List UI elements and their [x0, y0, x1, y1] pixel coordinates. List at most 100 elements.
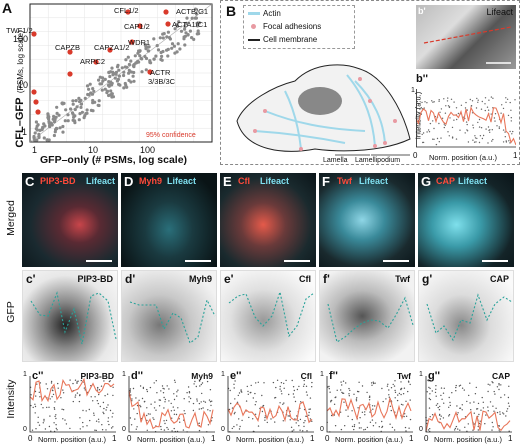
scatter-point	[167, 36, 172, 40]
intensity-point	[356, 390, 359, 393]
bpp-point	[488, 99, 490, 101]
bpp-point	[416, 100, 419, 103]
intensity-point	[101, 429, 104, 431]
intensity-point	[276, 379, 279, 381]
scatter-point	[51, 117, 55, 121]
intensity-point	[38, 424, 41, 426]
bpp-point	[485, 128, 487, 130]
intensity-point	[283, 387, 285, 389]
intensity-point	[49, 398, 51, 400]
intensity-point	[340, 428, 343, 431]
intensity-point	[83, 387, 86, 389]
scatter-point	[172, 44, 176, 48]
scatter-point	[98, 75, 102, 79]
intensity-point	[64, 419, 66, 421]
intensity-point	[506, 410, 508, 412]
intensity-point	[164, 422, 166, 425]
gfp-marker-label: CAP	[489, 274, 509, 284]
intensity-point	[171, 417, 173, 419]
intensity-point	[102, 401, 105, 404]
scatter-point	[184, 31, 188, 35]
merged-lifeact-label: Lifeact	[167, 176, 197, 186]
intensity-point	[378, 426, 380, 428]
bpp-point	[475, 141, 477, 143]
intensity-point	[495, 407, 497, 409]
intensity-point	[458, 385, 461, 387]
intensity-point	[359, 417, 361, 419]
intensity-point	[36, 383, 38, 385]
bpp-point	[475, 107, 478, 109]
scatter-point	[140, 70, 144, 74]
bpp-point	[440, 137, 442, 139]
intensity-point	[93, 412, 95, 414]
intensity-point	[200, 383, 202, 386]
intensity-point	[42, 407, 44, 409]
intensity-letter: e''	[230, 370, 242, 382]
intensity-point	[167, 428, 169, 430]
intensity-point	[400, 381, 402, 383]
intensity-point	[427, 429, 430, 431]
merged-image-d: D Myh9 Lifeact	[121, 173, 217, 267]
scatter-point	[107, 80, 111, 84]
intensity-point	[186, 392, 188, 394]
scatter-point	[118, 83, 122, 87]
bpp-point	[479, 135, 482, 137]
intensity-point	[390, 387, 393, 389]
intensity-point	[234, 411, 236, 414]
scatter-point	[96, 103, 100, 107]
intensity-point	[353, 393, 355, 395]
intensity-point	[372, 381, 374, 383]
bpp-point	[471, 100, 474, 102]
cell-schematic	[236, 64, 411, 156]
scatter-point	[132, 65, 136, 69]
scatter-point	[100, 88, 104, 92]
intensity-point	[290, 426, 293, 428]
intensity-point	[467, 423, 469, 425]
intensity-point	[355, 400, 358, 402]
intensity-point	[480, 409, 482, 411]
bpp-point	[484, 97, 487, 99]
bpp-point	[477, 99, 479, 101]
intensity-point	[448, 415, 450, 417]
bpp-point	[419, 128, 421, 130]
intensity-marker-label: Cfl	[300, 371, 312, 381]
intensity-marker-label: CAP	[492, 371, 510, 381]
intensity-point	[403, 415, 405, 418]
inset-label: Lifeact	[486, 7, 513, 17]
bpp-point	[456, 118, 458, 121]
intensity-point	[439, 405, 441, 408]
gfp-letter: f'	[323, 272, 330, 286]
merged-image-g: G CAP Lifeact	[418, 173, 514, 267]
merged-letter: C	[25, 174, 35, 189]
intensity-point	[309, 397, 312, 399]
significant-point	[67, 49, 73, 55]
scatter-point	[178, 47, 182, 51]
intensity-point	[135, 397, 137, 399]
scatter-point	[105, 91, 109, 95]
intensity-point	[394, 391, 397, 394]
bpp-point	[441, 117, 444, 119]
x-axis-label: Norm. position (a.u.)	[236, 435, 304, 444]
intensity-point	[97, 402, 100, 405]
intensity-point	[386, 385, 389, 387]
intensity-point	[502, 412, 504, 414]
axes	[128, 376, 215, 433]
intensity-chart	[128, 376, 215, 433]
intensity-point	[230, 402, 232, 405]
intensity-point	[248, 416, 250, 419]
intensity-point	[246, 385, 248, 388]
intensity-point	[375, 422, 377, 424]
intensity-point	[247, 393, 249, 395]
intensity-point	[358, 422, 360, 424]
scatter-point	[173, 51, 177, 55]
scatter-point	[58, 126, 62, 130]
intensity-point	[455, 386, 457, 389]
merged-image-c: C PIP3-BD Lifeact	[22, 173, 118, 267]
intensity-point	[233, 383, 235, 385]
intensity-point	[405, 415, 408, 417]
intensity-point	[100, 385, 103, 387]
intensity-point	[289, 419, 291, 421]
membrane-line-icon	[248, 39, 260, 41]
intensity-point	[93, 414, 95, 416]
intensity-point	[298, 425, 300, 427]
